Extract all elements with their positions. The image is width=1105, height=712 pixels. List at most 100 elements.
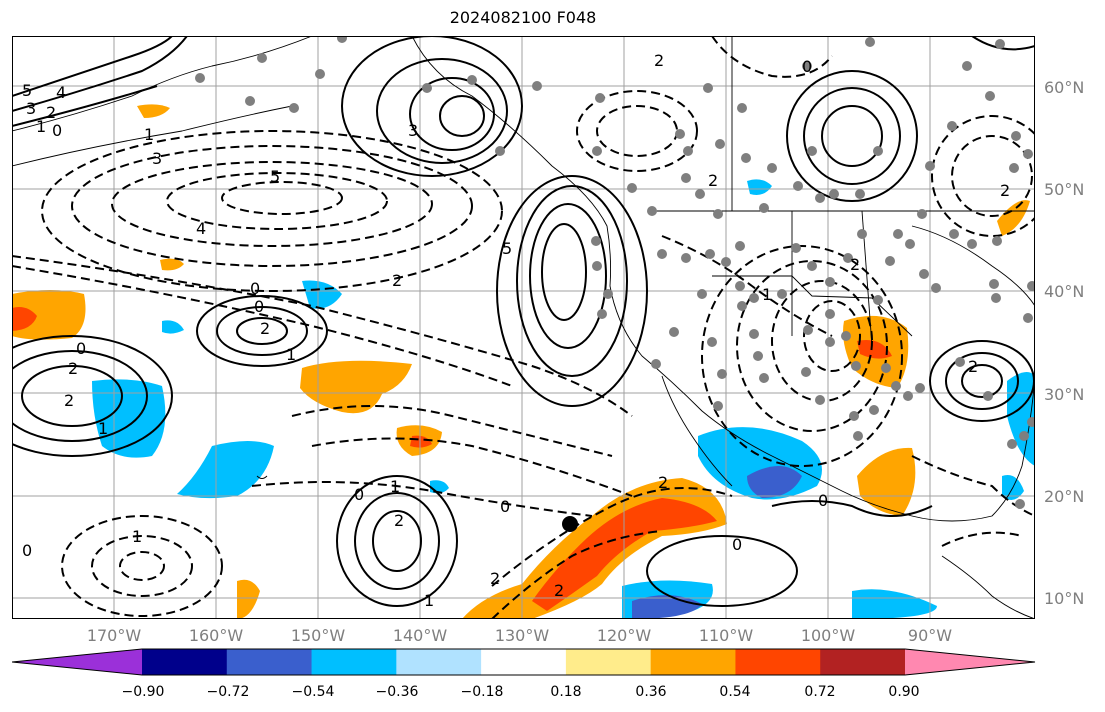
strong-positive-region xyxy=(857,340,892,359)
negative-anomaly-region xyxy=(162,320,184,334)
contour-label: 5 xyxy=(270,167,280,186)
lon-label: 110°W xyxy=(698,626,754,645)
contour-label: 2 xyxy=(708,171,718,190)
colorbar-segment xyxy=(311,649,397,675)
contour-label: 5 xyxy=(22,81,32,100)
lat-label: 50°N xyxy=(1044,180,1085,199)
contour-label: 0 xyxy=(500,497,510,516)
contour-label: 4 xyxy=(56,83,66,102)
contour-label: 0 xyxy=(52,121,62,140)
contour-label: 2 xyxy=(392,271,402,290)
contour-label: 2 xyxy=(394,511,404,530)
station-markers xyxy=(195,36,1035,509)
lon-label: 170°W xyxy=(86,626,142,645)
contour-label: 5 xyxy=(502,239,512,258)
positive-anomaly-region xyxy=(997,200,1030,236)
strong-positive-region xyxy=(532,498,717,611)
positive-anomaly-region xyxy=(160,258,184,271)
lon-label: 100°W xyxy=(800,626,856,645)
contour-label: 2 xyxy=(968,357,978,376)
colorbar-segment xyxy=(650,649,736,675)
contour-label: 2 xyxy=(68,359,78,378)
contour-label: 1 xyxy=(144,125,154,144)
positive-contours xyxy=(12,36,1035,607)
positive-anomaly-region xyxy=(12,290,86,340)
contour-label: 0 xyxy=(354,485,364,504)
storm-center-marker xyxy=(562,516,578,532)
colorbar xyxy=(12,648,1036,676)
colorbar-tick-label: −0.36 xyxy=(375,684,419,700)
positive-anomaly-region xyxy=(237,579,260,619)
contour-label: 3 xyxy=(408,121,418,140)
positive-anomaly-region xyxy=(300,360,412,414)
lat-label: 40°N xyxy=(1044,282,1085,301)
colorbar-segment xyxy=(396,649,482,675)
strong-negative-region xyxy=(747,466,802,498)
contour-label: 0 xyxy=(250,279,260,298)
contour-label: 2 xyxy=(654,51,664,70)
lon-label: 120°W xyxy=(596,626,652,645)
contour-label: 4 xyxy=(196,219,206,238)
lat-label: 20°N xyxy=(1044,487,1085,506)
colorbar-tick-label: 0.18 xyxy=(550,684,582,700)
colorbar-segment xyxy=(565,649,652,675)
graticule xyxy=(12,36,1035,619)
contour-label: 2 xyxy=(46,103,56,122)
contour-label: 0 xyxy=(254,297,264,316)
contour-label: 3 xyxy=(26,99,36,118)
colorbar-extend-high xyxy=(905,649,1035,675)
contour-label: 2 xyxy=(260,319,270,338)
lon-label: 130°W xyxy=(494,626,550,645)
contour-label: 2 xyxy=(64,391,74,410)
positive-anomaly-region xyxy=(857,447,916,516)
negative-anomaly-region xyxy=(852,589,937,619)
colorbar-tick-label: −0.90 xyxy=(121,684,165,700)
positive-anomaly-region xyxy=(137,104,170,118)
colorbar-segment xyxy=(481,649,567,675)
contour-label: 2 xyxy=(554,581,564,600)
contour-label-group: 5 4 3 2 1 0 1 3 5 4 2 0 0 2 1 0 2 2 1 0 … xyxy=(22,51,1010,610)
colorbar-segment xyxy=(142,649,228,675)
lon-label: 90°W xyxy=(907,626,953,645)
shading-layer xyxy=(12,104,1035,619)
lon-label: 140°W xyxy=(392,626,448,645)
lat-label: 60°N xyxy=(1044,78,1085,97)
colorbar-tick-label: 0.72 xyxy=(804,684,836,700)
colorbar-tick-label: −0.54 xyxy=(291,684,335,700)
contour-label: 1 xyxy=(286,345,296,364)
contour-label: 1 xyxy=(98,419,108,438)
contour-label: 3 xyxy=(152,149,162,168)
contour-label: 1 xyxy=(390,477,400,496)
contour-label: 1 xyxy=(762,285,772,304)
contour-label: 0 xyxy=(732,535,742,554)
chart-title: 2024082100 F048 xyxy=(449,8,597,27)
contour-label: 2 xyxy=(490,569,500,588)
contour-label: 1 xyxy=(132,527,142,546)
colorbar-tick-label: 0.90 xyxy=(888,684,920,700)
contour-label: 2 xyxy=(1000,181,1010,200)
colorbar-segment xyxy=(226,649,313,675)
colorbar-extend-low xyxy=(12,649,142,675)
colorbar-segments xyxy=(12,648,1036,676)
colorbar-outline xyxy=(12,648,1036,676)
lat-label: 10°N xyxy=(1044,589,1085,608)
lon-label: 160°W xyxy=(188,626,244,645)
colorbar-tick-label: 0.54 xyxy=(719,684,751,700)
contour-label: 0 xyxy=(22,541,32,560)
colorbar-segment xyxy=(735,649,821,675)
colorbar-segment xyxy=(820,649,906,675)
colorbar-tick-label: −0.18 xyxy=(460,684,504,700)
colorbar-tick-label: −0.72 xyxy=(206,684,250,700)
contour-label: 2 xyxy=(850,255,860,274)
map-panel: 5 4 3 2 1 0 1 3 5 4 2 0 0 2 1 0 2 2 1 0 … xyxy=(12,36,1035,619)
lon-label: 150°W xyxy=(290,626,346,645)
contour-label: 1 xyxy=(36,117,46,136)
contour-label: 0 xyxy=(818,491,828,510)
contour-label: 1 xyxy=(424,591,434,610)
contour-label: 0 xyxy=(802,57,812,76)
negative-anomaly-region xyxy=(177,441,274,499)
lat-label: 30°N xyxy=(1044,385,1085,404)
negative-contours xyxy=(12,36,1035,619)
strong-positive-region xyxy=(12,307,37,331)
negative-anomaly-region xyxy=(747,179,772,195)
